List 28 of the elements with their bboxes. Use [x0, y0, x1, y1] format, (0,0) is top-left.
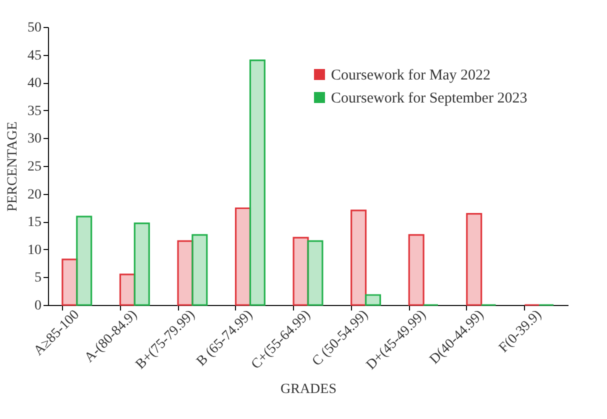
- bar: [234, 207, 252, 306]
- bar: [192, 234, 208, 306]
- y-tick-label: 45: [28, 48, 42, 64]
- bar: [249, 60, 266, 306]
- bar: [350, 210, 367, 306]
- y-tick-label: 50: [28, 20, 42, 36]
- y-tick-label: 30: [28, 132, 42, 147]
- bar: [307, 240, 324, 306]
- y-tick-label: 5: [34, 270, 42, 286]
- y-tick-label: 35: [28, 104, 42, 119]
- bar: [177, 240, 194, 306]
- x-axis-title: GRADES: [280, 382, 337, 398]
- legend-label: Coursework for September 2023: [331, 90, 528, 106]
- bar: [134, 222, 150, 306]
- bar: [76, 216, 92, 306]
- y-tick-label: 15: [28, 215, 42, 230]
- bar: [364, 294, 382, 306]
- y-tick-label: 25: [28, 160, 42, 174]
- bar: [119, 274, 136, 306]
- bar: [62, 258, 78, 306]
- bar: [408, 234, 424, 306]
- bar: [466, 213, 482, 306]
- y-axis-title: PERCENTAGE: [6, 122, 20, 212]
- y-tick-label: 40: [28, 76, 42, 92]
- legend-label: Coursework for May 2022: [331, 68, 491, 84]
- y-tick-label: 10: [28, 242, 42, 258]
- y-tick-label: 20: [28, 187, 42, 202]
- y-tick-label: 0: [34, 298, 42, 314]
